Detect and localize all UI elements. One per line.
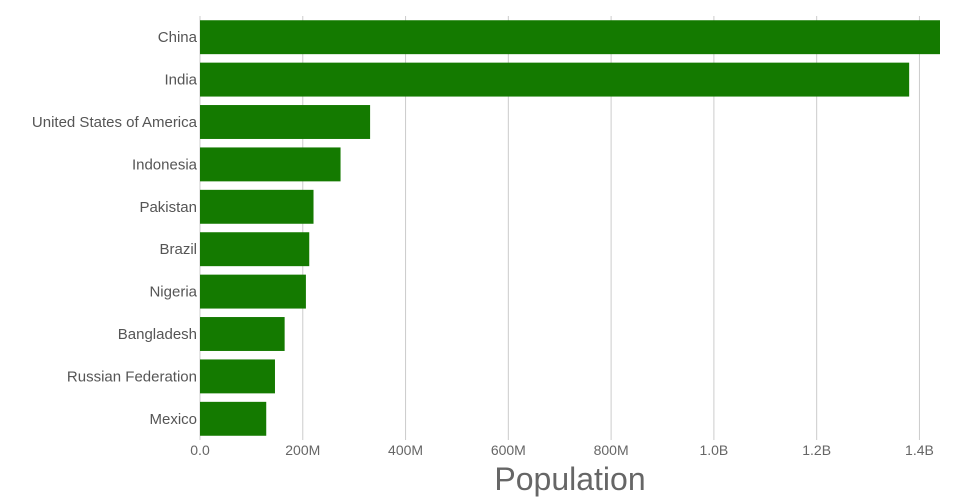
bars [200, 20, 940, 436]
x-tick-label: 800M [594, 442, 629, 458]
x-tick-label: 400M [388, 442, 423, 458]
x-tick-label: 1.2B [802, 442, 831, 458]
category-label: Brazil [159, 241, 197, 258]
bar-china [200, 20, 940, 55]
x-axis-title: Population [494, 461, 645, 497]
x-tick-label: 200M [285, 442, 320, 458]
bar-bangladesh [200, 317, 285, 351]
category-label: China [158, 29, 198, 46]
x-tick-label: 1.0B [699, 442, 728, 458]
category-label: Russian Federation [67, 368, 197, 385]
category-labels: China India United States of America Indone… [32, 29, 198, 428]
bar-united-states-of-america [200, 105, 371, 139]
category-label: United States of America [32, 114, 198, 131]
x-tick-label: 1.4B [905, 442, 934, 458]
category-label: Nigeria [149, 284, 197, 301]
bar-pakistan [200, 189, 314, 224]
category-label: Indonesia [132, 156, 198, 173]
bar-russian-federation [200, 359, 275, 394]
x-axis-ticks: 0.0 200M 400M 600M 800M 1.0B 1.2B 1.4B [190, 442, 934, 458]
bar-india [200, 62, 910, 97]
category-label: Bangladesh [118, 326, 197, 343]
x-tick-label: 600M [491, 442, 526, 458]
bar-brazil [200, 232, 310, 267]
category-label: Mexico [149, 411, 197, 428]
category-label: Pakistan [139, 199, 197, 216]
x-tick-label: 0.0 [190, 442, 210, 458]
bar-indonesia [200, 147, 341, 182]
bar-nigeria [200, 274, 306, 309]
bar-mexico [200, 401, 267, 436]
category-label: India [164, 72, 197, 89]
